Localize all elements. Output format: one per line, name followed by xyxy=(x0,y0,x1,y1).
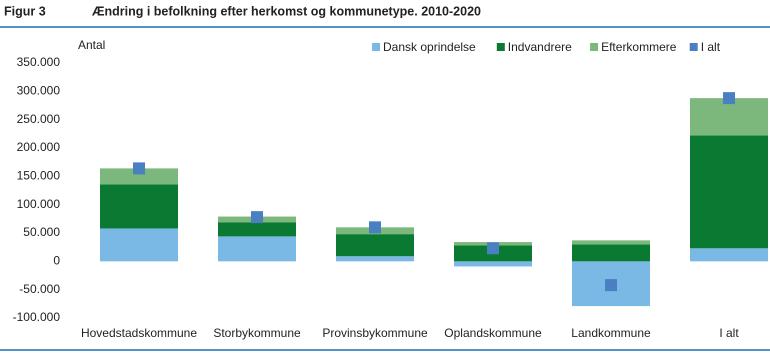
total-marker xyxy=(605,279,617,292)
total-marker xyxy=(723,92,735,105)
bar-segment xyxy=(100,228,178,262)
bar-segment xyxy=(218,222,296,237)
y-tick-label: 200.000 xyxy=(17,140,61,154)
legend-label: I alt xyxy=(701,40,721,54)
x-tick-label: Oplandskommune xyxy=(444,326,542,340)
legend-swatch xyxy=(590,43,599,51)
legend-swatch xyxy=(372,43,380,51)
x-tick-label: Storbykommune xyxy=(213,326,301,340)
y-tick-label: 150.000 xyxy=(17,169,61,183)
bar-segment xyxy=(454,261,532,267)
y-tick-label: -50.000 xyxy=(19,282,60,296)
x-tick-label: Hovedstadskommune xyxy=(81,326,197,340)
bar-segment xyxy=(572,240,650,245)
y-tick-label: 0 xyxy=(53,254,60,268)
y-tick-label: 100.000 xyxy=(17,197,61,211)
bar-segment xyxy=(336,234,414,257)
bar-segment xyxy=(690,98,768,136)
total-marker xyxy=(133,162,145,175)
bar-segment xyxy=(218,236,296,262)
figure-label: Figur 3 xyxy=(4,4,46,18)
y-tick-label: 300.000 xyxy=(17,84,61,98)
legend-label: Efterkommere xyxy=(601,40,677,54)
bar-segment xyxy=(690,135,768,249)
y-tick-label: 250.000 xyxy=(17,112,61,126)
x-tick-label: Provinsbykommune xyxy=(322,326,428,340)
chart-title: Ændring i befolkning efter herkomst og k… xyxy=(92,4,481,18)
x-tick-label: I alt xyxy=(719,326,739,340)
legend-label: Indvandrere xyxy=(508,40,572,54)
y-tick-label: 50.000 xyxy=(23,225,60,239)
y-tick-label: 350.000 xyxy=(17,55,61,69)
legend-label: Dansk oprindelse xyxy=(383,40,476,54)
bar-segment xyxy=(690,248,768,262)
y-axis-label: Antal xyxy=(78,38,105,52)
total-marker xyxy=(487,242,499,255)
total-marker xyxy=(369,221,381,234)
legend-swatch xyxy=(689,43,698,51)
x-tick-label: Landkommune xyxy=(571,326,651,340)
bar-segment xyxy=(100,168,178,185)
bar-segment xyxy=(336,256,414,262)
legend-swatch xyxy=(496,43,505,51)
bar-segment xyxy=(100,184,178,229)
total-marker xyxy=(251,211,263,224)
bar-segment xyxy=(572,244,650,262)
y-tick-label: -100.000 xyxy=(13,310,61,324)
